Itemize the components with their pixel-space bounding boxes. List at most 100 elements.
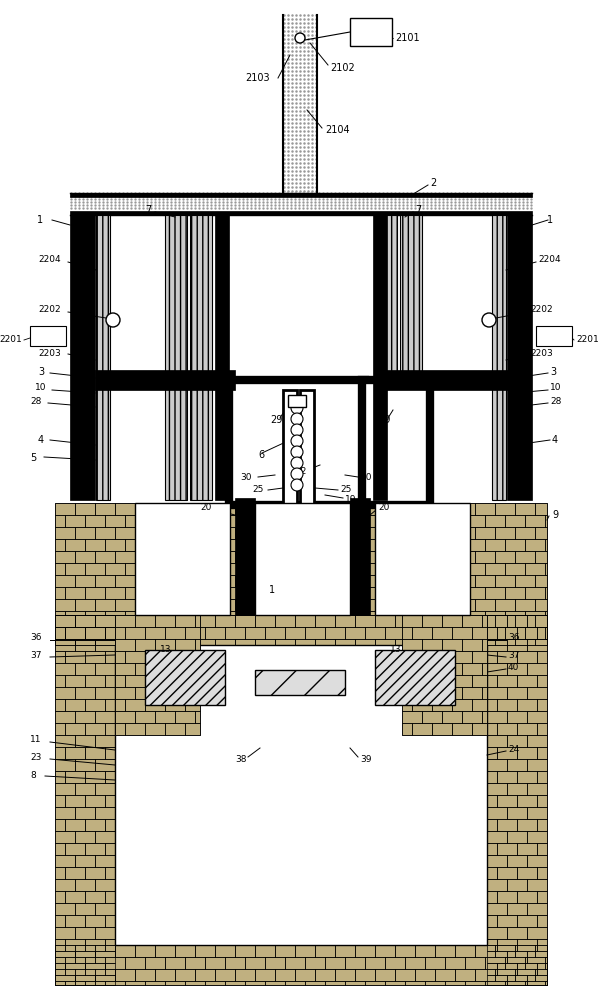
Bar xyxy=(275,503,295,515)
Bar xyxy=(85,747,105,759)
Bar xyxy=(145,627,165,639)
Bar xyxy=(95,687,115,699)
Bar xyxy=(517,891,537,903)
Bar xyxy=(95,711,115,723)
Bar xyxy=(55,981,65,985)
Bar xyxy=(425,627,445,639)
Bar xyxy=(507,951,527,963)
Bar xyxy=(537,771,547,783)
Bar xyxy=(95,975,115,985)
Bar xyxy=(265,563,285,575)
Circle shape xyxy=(291,435,303,447)
Bar xyxy=(482,639,487,651)
Bar xyxy=(165,515,185,527)
Bar xyxy=(185,675,200,687)
Bar xyxy=(295,551,315,563)
Bar xyxy=(288,395,306,407)
Bar xyxy=(55,915,65,927)
Bar xyxy=(452,723,472,735)
Bar xyxy=(55,891,65,903)
Bar xyxy=(527,903,547,915)
Bar xyxy=(165,611,185,615)
Bar xyxy=(255,639,275,645)
Bar xyxy=(475,969,495,981)
Bar xyxy=(432,651,452,663)
Bar xyxy=(105,795,115,807)
Text: 24: 24 xyxy=(508,746,520,754)
Bar xyxy=(525,563,545,575)
Bar xyxy=(315,945,335,957)
Bar xyxy=(517,795,537,807)
Bar xyxy=(95,639,115,645)
Bar xyxy=(507,639,527,651)
Bar xyxy=(195,711,200,723)
Bar xyxy=(115,675,125,687)
Bar xyxy=(517,915,537,927)
Bar xyxy=(535,551,547,563)
Bar xyxy=(155,945,175,957)
Bar xyxy=(235,615,255,627)
Bar xyxy=(55,855,75,867)
Bar xyxy=(95,951,115,963)
Bar xyxy=(275,551,295,563)
Bar xyxy=(125,651,145,663)
Bar xyxy=(375,945,395,957)
Bar xyxy=(395,551,415,563)
Bar xyxy=(485,981,505,985)
Bar xyxy=(515,503,535,515)
Bar xyxy=(487,915,497,927)
Bar xyxy=(55,611,65,615)
Text: 37: 37 xyxy=(30,650,42,660)
Bar xyxy=(255,599,275,611)
Bar xyxy=(375,503,395,515)
Text: 29: 29 xyxy=(270,415,282,425)
Bar xyxy=(405,563,425,575)
Bar xyxy=(115,723,125,735)
Bar xyxy=(215,969,235,981)
Bar xyxy=(422,615,442,627)
Bar xyxy=(55,615,115,985)
Bar xyxy=(412,723,432,735)
Bar xyxy=(205,539,225,551)
Bar xyxy=(115,627,125,639)
Bar xyxy=(125,539,145,551)
Bar xyxy=(495,639,515,645)
Bar xyxy=(487,891,497,903)
Bar xyxy=(115,639,135,645)
Bar xyxy=(385,563,405,575)
Bar xyxy=(115,687,135,699)
Bar xyxy=(472,675,487,687)
Bar xyxy=(445,539,465,551)
Bar xyxy=(95,903,115,915)
Bar xyxy=(537,963,547,975)
Text: 20: 20 xyxy=(378,504,389,512)
Bar xyxy=(375,650,455,705)
Bar xyxy=(65,651,85,663)
Bar xyxy=(475,503,495,515)
Bar xyxy=(537,723,547,735)
Bar xyxy=(435,527,455,539)
Bar xyxy=(335,551,355,563)
Bar xyxy=(415,615,435,627)
Bar xyxy=(85,819,105,831)
Bar xyxy=(145,627,165,639)
Bar xyxy=(455,503,475,515)
Bar xyxy=(505,587,525,599)
Bar xyxy=(482,663,487,675)
Bar xyxy=(85,867,105,879)
Circle shape xyxy=(291,468,303,480)
Bar xyxy=(507,735,527,747)
Bar xyxy=(425,515,445,527)
Bar xyxy=(235,575,255,587)
Bar xyxy=(497,843,517,855)
Bar xyxy=(55,627,65,639)
Text: 25: 25 xyxy=(252,486,264,494)
Bar xyxy=(135,575,155,587)
Bar xyxy=(507,855,527,867)
Bar xyxy=(55,843,65,855)
Bar xyxy=(195,503,215,515)
Bar xyxy=(350,498,370,615)
Bar xyxy=(65,587,85,599)
Bar xyxy=(415,527,435,539)
Bar xyxy=(115,503,135,515)
